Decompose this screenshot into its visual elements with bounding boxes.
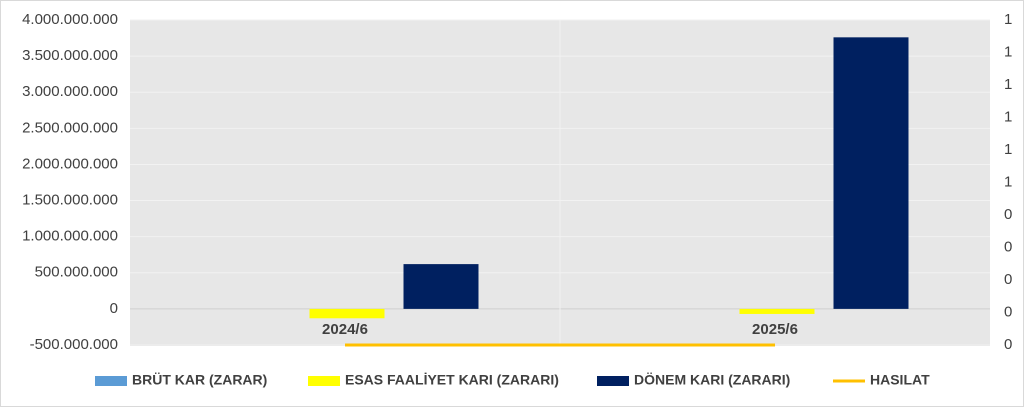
bar (309, 308, 385, 319)
y-tick-label: 0 (110, 300, 118, 317)
y2-tick-label: 1 (1004, 108, 1012, 125)
legend-label: BRÜT KAR (ZARAR) (132, 372, 267, 388)
y2-tick-label: 1 (1004, 141, 1012, 158)
y2-tick-label: 1 (1004, 43, 1012, 60)
y-tick-label: 2.500.000.000 (22, 119, 118, 136)
x-tick-label: 2024/6 (322, 321, 368, 338)
y-tick-label: 3.500.000.000 (22, 47, 118, 64)
y-tick-label: 500.000.000 (35, 264, 118, 281)
y2-tick-label: 1 (1004, 76, 1012, 93)
legend-label: HASILAT (870, 372, 930, 388)
y2-tick-label: 0 (1004, 238, 1012, 255)
y2-tick-label: 0 (1004, 271, 1012, 288)
y2-tick-label: 0 (1004, 206, 1012, 223)
x-tick-label: 2025/6 (752, 321, 798, 338)
y2-tick-label: 0 (1004, 336, 1012, 353)
y2-tick-label: 1 (1004, 11, 1012, 28)
y-tick-label: 3.000.000.000 (22, 83, 118, 100)
y-tick-label: 1.000.000.000 (22, 228, 118, 245)
legend-swatch (597, 376, 629, 386)
legend-label: DÖNEM KARI (ZARARI) (634, 372, 790, 388)
bar (833, 37, 909, 309)
y2-tick-label: 0 (1004, 303, 1012, 320)
bar (739, 308, 815, 314)
bar (403, 264, 479, 309)
legend-swatch (308, 376, 340, 386)
y-tick-label: -500.000.000 (30, 336, 118, 353)
y2-tick-label: 1 (1004, 173, 1012, 190)
legend-swatch (95, 376, 127, 386)
y-tick-label: 2.000.000.000 (22, 155, 118, 172)
legend-label: ESAS FAALİYET KARI (ZARARI) (345, 372, 559, 388)
y-tick-label: 4.000.000.000 (22, 11, 118, 28)
y-tick-label: 1.500.000.000 (22, 192, 118, 209)
